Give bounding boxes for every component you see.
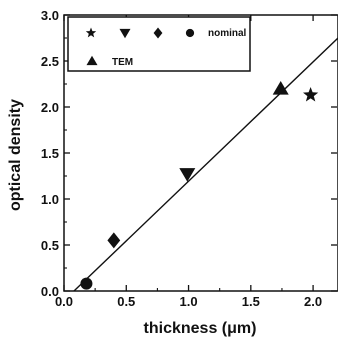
y-tick-label: 1.5: [41, 146, 59, 161]
y-tick-label: 3.0: [41, 8, 59, 23]
data-point-triangle-down: [179, 168, 196, 182]
markers-layer: [80, 81, 319, 290]
legend-box: [67, 16, 251, 72]
legend-marker-triangle-up: [86, 55, 98, 66]
legend-marker-diamond: [153, 27, 163, 39]
y-tick-label: 2.5: [41, 54, 59, 69]
legend-marker-triangle-down: [119, 28, 131, 39]
data-point-star: [303, 87, 319, 102]
x-tick-label: 0.5: [117, 294, 135, 309]
y-tick-label: 1.0: [41, 192, 59, 207]
y-tick-label: 2.0: [41, 100, 59, 115]
legend: nominal TEM: [67, 16, 251, 72]
x-axis-label: thickness (μm): [144, 320, 257, 337]
fit-line-layer: [73, 37, 338, 291]
legend-marker-circle: [185, 28, 195, 38]
y-axis-label: optical density: [7, 99, 24, 211]
ticks-layer: 0.0 0.5 1.0 1.5 2.0 0.0 0.5 1.0 1.5 2.0 2.5 3.0: [41, 8, 337, 309]
x-tick-label: 0.0: [55, 294, 73, 309]
data-point-diamond: [107, 232, 121, 249]
x-tick-label: 2.0: [304, 294, 322, 309]
legend-markers: [85, 27, 195, 66]
legend-label-nominal: nominal: [208, 28, 247, 39]
fit-line: [73, 37, 338, 291]
data-point-circle: [80, 277, 93, 290]
legend-label-tem: TEM: [112, 57, 133, 68]
legend-marker-star: [85, 27, 97, 38]
y-tick-label: 0.5: [41, 238, 59, 253]
data-point-triangle-up: [272, 81, 289, 95]
y-tick-label: 0.0: [41, 284, 59, 299]
x-tick-label: 1.0: [180, 294, 198, 309]
x-tick-label: 1.5: [242, 294, 260, 309]
